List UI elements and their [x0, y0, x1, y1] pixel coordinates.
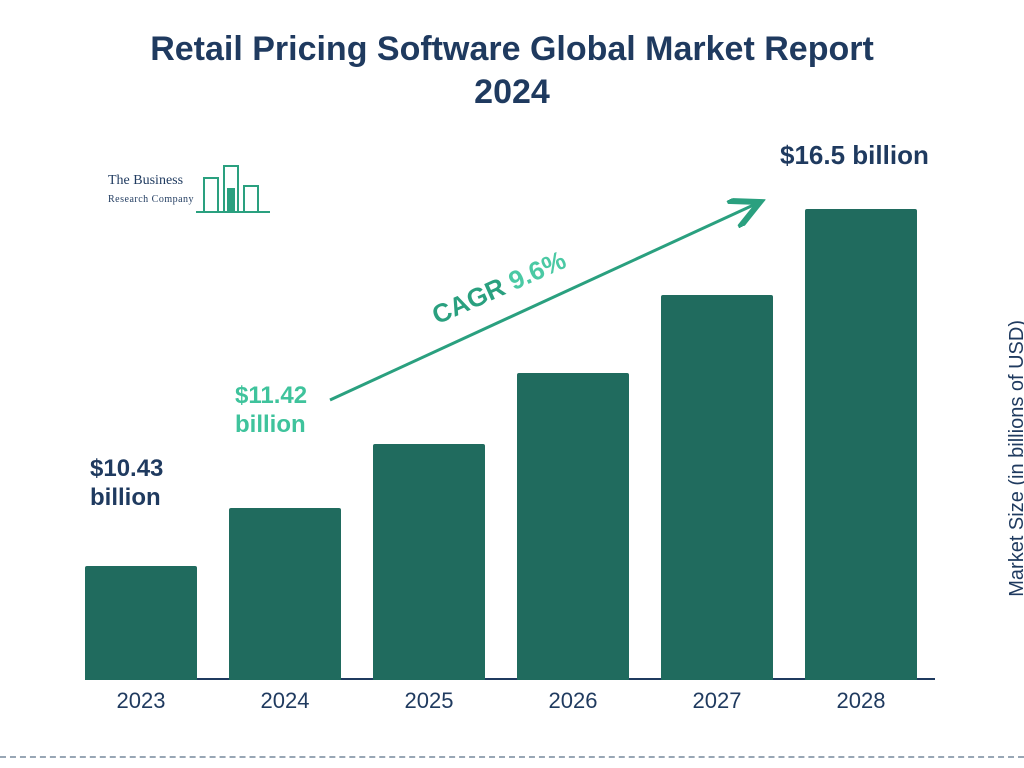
- bar-2027: [661, 295, 773, 680]
- bar-2025: [373, 444, 485, 680]
- chart-plot-area: [85, 180, 935, 680]
- x-tick-2026: 2026: [517, 688, 629, 714]
- x-tick-2027: 2027: [661, 688, 773, 714]
- bar-2028: [805, 209, 917, 680]
- footer-divider: [0, 756, 1024, 758]
- title-line-2: 2024: [474, 73, 550, 111]
- chart-canvas: Retail Pricing Software Global Market Re…: [0, 0, 1024, 768]
- title-line-1: Retail Pricing Software Global Market Re…: [150, 30, 874, 68]
- x-tick-2028: 2028: [805, 688, 917, 714]
- bar-2024: [229, 508, 341, 680]
- chart-title: Retail Pricing Software Global Market Re…: [0, 28, 1024, 113]
- value-label-0: $10.43billion: [90, 455, 163, 513]
- y-axis-label: Market Size (in billions of USD): [1006, 320, 1024, 597]
- value-label-2: $16.5 billion: [780, 140, 929, 171]
- x-tick-2023: 2023: [85, 688, 197, 714]
- bar-2026: [517, 373, 629, 680]
- x-tick-2024: 2024: [229, 688, 341, 714]
- x-tick-2025: 2025: [373, 688, 485, 714]
- bar-2023: [85, 566, 197, 680]
- value-label-1: $11.42billion: [235, 382, 307, 440]
